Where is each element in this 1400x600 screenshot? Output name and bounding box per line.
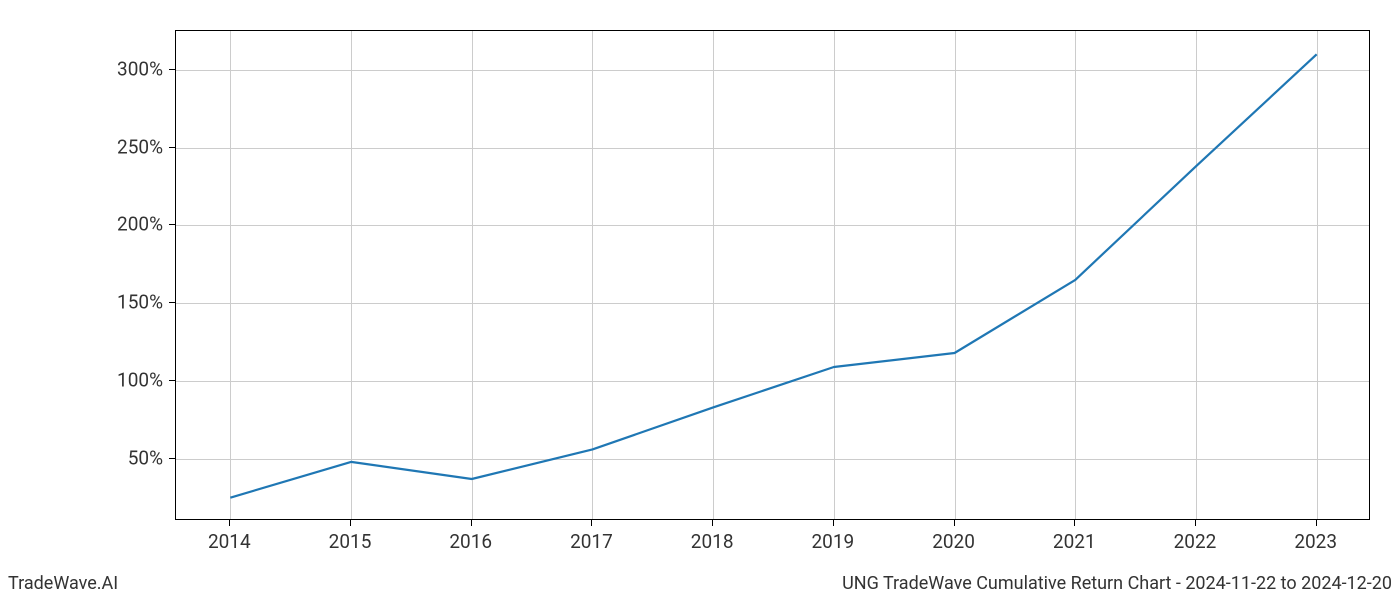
x-tick-mark [1316, 520, 1317, 526]
x-tick-mark [833, 520, 834, 526]
y-tick-label: 200% [117, 213, 163, 236]
x-tick-mark [591, 520, 592, 526]
x-tick-mark [1074, 520, 1075, 526]
y-tick-mark [169, 147, 175, 148]
x-tick-label: 2023 [1294, 530, 1337, 553]
line-series [176, 31, 1371, 521]
x-tick-label: 2014 [208, 530, 251, 553]
y-tick-mark [169, 302, 175, 303]
footer-caption: UNG TradeWave Cumulative Return Chart - … [842, 573, 1392, 594]
x-tick-label: 2020 [932, 530, 975, 553]
x-tick-label: 2017 [570, 530, 613, 553]
x-tick-label: 2019 [811, 530, 854, 553]
x-tick-mark [712, 520, 713, 526]
x-tick-mark [954, 520, 955, 526]
y-tick-label: 50% [128, 446, 163, 469]
y-tick-label: 100% [117, 369, 163, 392]
y-tick-mark [169, 69, 175, 70]
y-tick-label: 150% [117, 291, 163, 314]
x-tick-label: 2015 [329, 530, 372, 553]
x-tick-label: 2018 [691, 530, 734, 553]
x-tick-label: 2021 [1053, 530, 1096, 553]
x-tick-label: 2022 [1174, 530, 1217, 553]
x-tick-mark [471, 520, 472, 526]
y-tick-mark [169, 458, 175, 459]
y-tick-mark [169, 224, 175, 225]
x-tick-mark [229, 520, 230, 526]
y-tick-label: 250% [117, 135, 163, 158]
y-tick-mark [169, 380, 175, 381]
x-tick-mark [1195, 520, 1196, 526]
x-tick-mark [350, 520, 351, 526]
y-tick-label: 300% [117, 57, 163, 80]
plot-area [175, 30, 1370, 520]
x-tick-label: 2016 [449, 530, 492, 553]
footer-brand: TradeWave.AI [8, 573, 118, 594]
